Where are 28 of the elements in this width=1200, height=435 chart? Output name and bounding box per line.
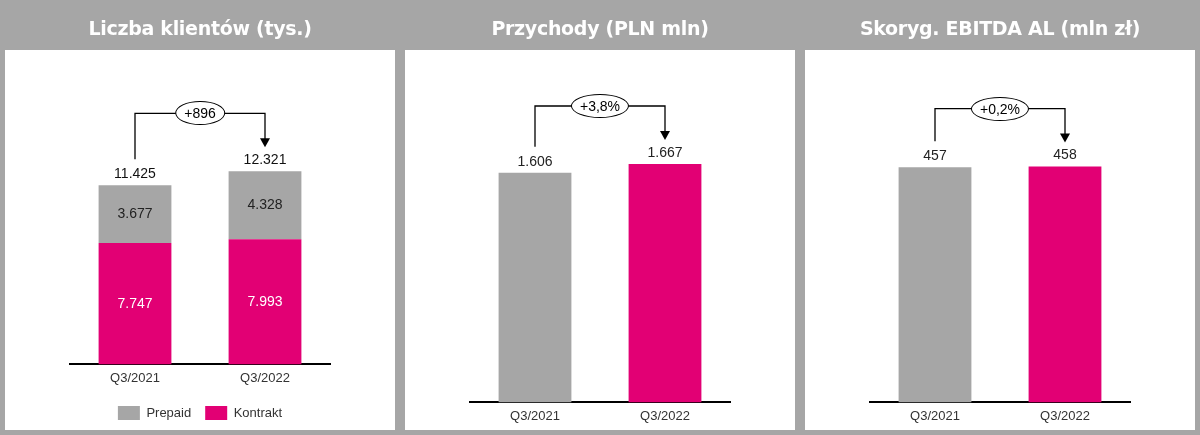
chart-title: Liczba klientów (tys.) [87, 16, 313, 41]
chart-title: Przychody (PLN mln) [490, 16, 710, 41]
text: +0,2% [970, 96, 1030, 121]
data-label: 458 [1053, 146, 1077, 163]
data-label: 4.328 [247, 196, 283, 213]
x-tick-label: Q3/2021 [110, 369, 160, 385]
legend-label: Kontrakt [233, 404, 283, 420]
data-label: 457 [923, 147, 947, 163]
bar [98, 185, 172, 243]
x-tick-label: Q3/2022 [1040, 407, 1090, 423]
bar [98, 242, 172, 365]
data-label: 1.606 [517, 152, 553, 169]
x-tick-label: Q3/2022 [640, 407, 690, 423]
x-tick-label: Q3/2021 [510, 407, 560, 423]
data-label: 3.677 [117, 205, 153, 222]
data-label: 1.667 [647, 143, 683, 160]
data-label: 7.747 [117, 294, 153, 311]
text: +896 [175, 101, 225, 126]
total-label: 12.321 [243, 151, 287, 168]
chart-title: Skoryg. EBITDA AL (mln zł) [858, 16, 1142, 41]
x-tick-label: Q3/2022 [240, 369, 290, 385]
bar [228, 239, 302, 365]
bar [228, 171, 302, 240]
text: +3,8% [570, 94, 630, 119]
total-label: 11.425 [114, 165, 157, 182]
data-label: 7.993 [247, 292, 283, 309]
x-tick-label: Q3/2021 [910, 407, 960, 423]
legend-label: Prepaid [146, 404, 192, 420]
